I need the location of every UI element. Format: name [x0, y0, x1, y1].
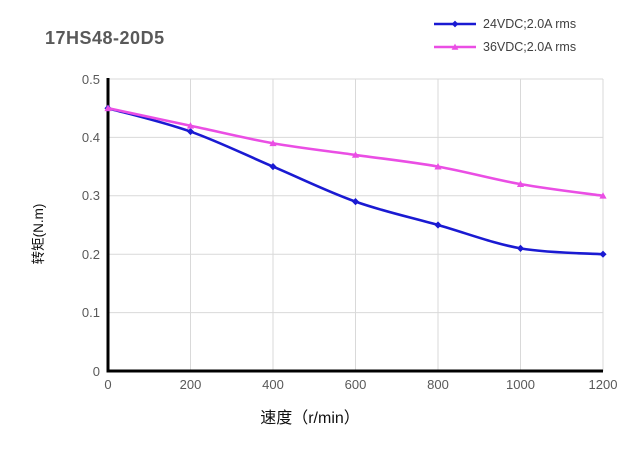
- legend-line-triangle-icon: [434, 43, 476, 50]
- x-tick-label: 200: [179, 377, 202, 392]
- legend: 24VDC;2.0A rms 36VDC;2.0A rms: [434, 12, 576, 58]
- x-axis-title: 速度（r/min）: [260, 410, 360, 427]
- legend-label-36vdc: 36VDC;2.0A rms: [483, 39, 577, 54]
- x-tick-label: 0: [104, 377, 112, 392]
- legend-line-diamond-icon: [434, 20, 476, 27]
- legend-item-36vdc: 36VDC;2.0A rms: [434, 35, 576, 58]
- y-tick-label: 0.5: [81, 71, 100, 87]
- y-axis-title: 转矩(N.m): [31, 203, 46, 265]
- x-tick-label: 1000: [506, 377, 535, 392]
- y-tick-label: 0.1: [81, 305, 100, 321]
- x-tick-label: 600: [344, 377, 367, 392]
- y-tick-label: 0.3: [81, 188, 100, 204]
- x-tick-label: 800: [427, 377, 449, 392]
- x-tick-label: 400: [262, 377, 284, 392]
- y-tick-label: 0.4: [81, 129, 100, 145]
- legend-item-24vdc: 24VDC;2.0A rms: [434, 12, 576, 35]
- legend-label-24vdc: 24VDC;2.0A rms: [483, 16, 577, 31]
- y-tick-label: 0: [92, 363, 100, 379]
- y-tick-label: 0.2: [81, 246, 100, 262]
- chart-title: 17HS48-20D5: [45, 28, 165, 48]
- x-tick-label: 1200: [588, 377, 618, 392]
